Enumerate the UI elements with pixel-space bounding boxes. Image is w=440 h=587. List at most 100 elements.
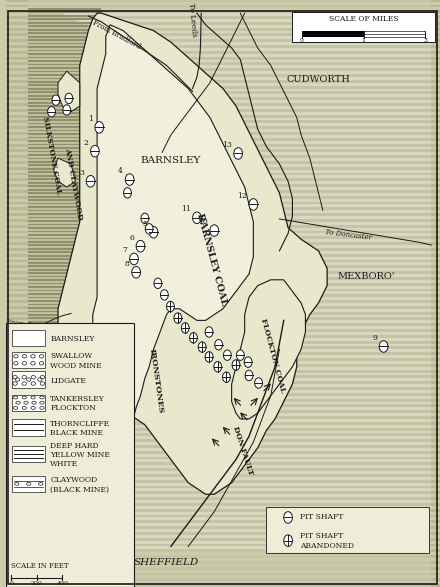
Bar xyxy=(28,346,431,349)
Bar xyxy=(6,364,440,367)
Bar xyxy=(6,45,440,48)
Bar xyxy=(6,393,440,396)
Bar xyxy=(6,445,440,448)
Circle shape xyxy=(284,535,293,546)
Bar xyxy=(28,119,102,121)
Bar xyxy=(28,364,431,367)
Bar xyxy=(28,220,102,222)
Circle shape xyxy=(244,357,252,367)
Bar xyxy=(6,242,440,245)
Bar xyxy=(28,329,431,332)
Text: 5: 5 xyxy=(142,220,147,228)
Bar xyxy=(6,346,440,349)
Bar xyxy=(6,370,440,373)
Bar xyxy=(28,123,102,124)
Bar xyxy=(6,68,440,71)
Circle shape xyxy=(86,176,95,187)
Bar xyxy=(28,519,102,521)
Bar xyxy=(6,404,440,407)
Bar xyxy=(28,196,102,197)
Bar xyxy=(28,509,102,511)
Bar xyxy=(6,225,440,228)
Bar xyxy=(28,269,102,271)
Bar xyxy=(28,258,102,260)
Bar xyxy=(6,248,440,251)
Bar xyxy=(266,507,429,554)
Bar xyxy=(6,114,440,117)
Bar xyxy=(28,22,431,25)
Bar xyxy=(28,404,102,406)
Bar xyxy=(28,533,102,535)
Circle shape xyxy=(130,253,138,265)
Bar xyxy=(6,132,440,135)
Bar xyxy=(28,283,431,286)
Bar xyxy=(28,394,102,396)
Bar xyxy=(6,109,440,112)
Bar xyxy=(12,475,45,492)
Bar xyxy=(28,335,102,336)
Bar xyxy=(28,206,102,208)
Text: 200: 200 xyxy=(31,581,43,586)
Bar xyxy=(6,300,440,303)
Bar xyxy=(28,307,102,309)
Bar xyxy=(28,85,102,86)
Bar xyxy=(28,196,431,198)
Bar xyxy=(28,366,102,368)
Bar xyxy=(28,457,102,458)
Bar xyxy=(28,130,102,131)
Bar xyxy=(6,509,440,512)
Bar xyxy=(28,251,102,253)
Bar xyxy=(28,349,102,350)
Bar xyxy=(28,300,102,302)
Bar xyxy=(28,150,102,152)
Polygon shape xyxy=(93,25,253,436)
Text: 7: 7 xyxy=(123,247,128,254)
Bar xyxy=(6,259,440,262)
Bar xyxy=(28,335,431,338)
Bar xyxy=(28,237,431,239)
Bar xyxy=(28,39,102,41)
Text: IRONSTONES: IRONSTONES xyxy=(147,348,164,414)
Bar xyxy=(28,11,431,13)
Bar xyxy=(28,8,102,10)
Circle shape xyxy=(198,342,206,352)
Text: BARNSLEY: BARNSLEY xyxy=(50,335,95,343)
Bar xyxy=(28,213,102,215)
Bar xyxy=(28,468,431,471)
Bar xyxy=(6,399,440,402)
Bar xyxy=(28,189,102,191)
Bar xyxy=(28,289,102,291)
Bar xyxy=(6,22,440,25)
Bar xyxy=(28,217,102,218)
Bar xyxy=(28,549,431,552)
Bar xyxy=(28,155,431,158)
Bar xyxy=(12,394,45,411)
Bar xyxy=(6,318,440,321)
Bar xyxy=(6,433,440,436)
Bar xyxy=(28,184,431,187)
Bar xyxy=(28,29,102,31)
Bar xyxy=(28,68,431,71)
Bar xyxy=(6,74,440,77)
Bar xyxy=(6,561,440,564)
Bar xyxy=(6,161,440,164)
Text: BARNSLEY COAL: BARNSLEY COAL xyxy=(195,212,229,306)
Text: CUDWORTH: CUDWORTH xyxy=(286,75,350,85)
Bar xyxy=(28,509,431,512)
Bar xyxy=(28,224,102,225)
Bar xyxy=(6,254,440,257)
Bar xyxy=(28,306,431,309)
Bar xyxy=(28,242,431,245)
Bar xyxy=(28,498,102,500)
Bar xyxy=(28,43,102,45)
Bar xyxy=(6,491,440,494)
Bar xyxy=(6,5,440,8)
Text: 9: 9 xyxy=(372,334,377,342)
Bar xyxy=(28,164,102,166)
Bar xyxy=(28,433,431,436)
Bar xyxy=(28,575,102,576)
Bar xyxy=(6,387,440,390)
Circle shape xyxy=(255,378,263,388)
Bar xyxy=(28,318,431,321)
Bar xyxy=(28,318,102,319)
